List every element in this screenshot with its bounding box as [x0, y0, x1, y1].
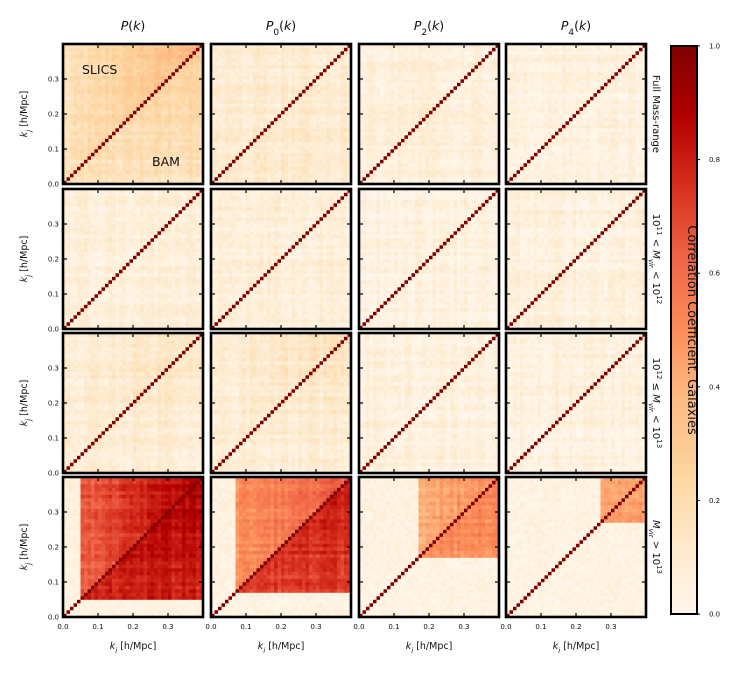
y-tick-label: 0.3: [48, 365, 59, 373]
heatmap-panel: 0.0 0.1 0.2 0.3 kj [h/Mpc]: [19, 331, 205, 478]
x-tick-label: 0.2: [275, 623, 286, 631]
y-axis-label: kj [h/Mpc]: [19, 380, 33, 427]
y-tick-label: 0.3: [48, 221, 59, 229]
row-label: 1012 ≤ Mvir < 1013: [647, 358, 663, 448]
x-tick-label: 0.2: [570, 623, 581, 631]
x-tick-label: 0.1: [535, 623, 546, 631]
x-tick-label: 0.1: [92, 623, 103, 631]
y-tick-label: 0.2: [48, 256, 59, 264]
y-tick-label: 0.0: [48, 470, 59, 478]
colorbar-tick-label: 0.8: [709, 156, 720, 164]
column-title: P(k): [121, 18, 146, 33]
colorbar-gradient: [670, 45, 698, 615]
column-title: P4(k): [561, 18, 591, 38]
heatmap-panel: 0.0 0.1 0.2 0.3 ki [h/Mpc]: [500, 475, 648, 655]
colorbar-tick-label: 0.0: [709, 611, 720, 619]
y-tick-label: 0.0: [48, 181, 59, 189]
heatmap-panel: 0.0 0.1 0.2 0.3 ki [h/Mpc]: [353, 475, 501, 655]
y-tick-label: 0.0: [48, 614, 59, 622]
colorbar-tick-label: 1.0: [709, 43, 720, 51]
heatmap-panel: 0.0 0.1 0.2 0.3 kj [h/Mpc] SLICS BAM: [19, 42, 205, 189]
heatmap-panel: 0.0 0.1 0.2 0.3 kj [h/Mpc]: [19, 187, 205, 334]
heatmap-panel: [357, 42, 501, 186]
y-tick-label: 0.3: [48, 509, 59, 517]
heatmap-panel: [504, 42, 648, 186]
x-tick-label: 0.0: [500, 623, 511, 631]
x-axis-label: ki [h/Mpc]: [258, 641, 305, 655]
x-tick-label: 0.1: [388, 623, 399, 631]
x-axis-label: ki [h/Mpc]: [110, 641, 157, 655]
colorbar-label: Correlation Coefficient. Galaxies: [684, 225, 699, 435]
row-label: Full Mass-range: [650, 75, 661, 153]
heatmap-panel: 0.00.0 0.1 0.1 0.2 0.2 0.3 0.3 ki [h/Mpc] kj [h/…: [19, 475, 205, 655]
row-label: 1011 < Mvir < 1012: [647, 214, 663, 304]
column-title: P2(k): [414, 18, 444, 38]
column-title: P0(k): [266, 18, 296, 38]
annotation-bam: BAM: [152, 154, 180, 169]
x-axis-label: ki [h/Mpc]: [553, 641, 600, 655]
heatmap-panel: [209, 331, 353, 475]
column-titles: P(k) P0(k) P2(k) P4(k): [121, 18, 591, 38]
x-tick-label: 0.3: [458, 623, 469, 631]
colorbar-tick-label: 0.2: [709, 497, 720, 505]
heatmap-panel: [504, 331, 648, 475]
y-tick-label: 0.0: [48, 326, 59, 334]
colorbar-tick-label: 0.4: [709, 383, 721, 391]
x-axis-label: ki [h/Mpc]: [406, 641, 453, 655]
heatmap-panel: [504, 187, 648, 331]
heatmap-panel: [357, 187, 501, 331]
annotation-slics: SLICS: [82, 62, 117, 77]
x-tick-label: 0.0: [353, 623, 364, 631]
colorbar-tick-label: 0.6: [709, 270, 721, 278]
y-tick-label: 0.1: [48, 291, 59, 299]
x-tick-label: 0.3: [605, 623, 616, 631]
y-tick-label: 0.2: [48, 111, 59, 119]
row-label: Mvir > 1013: [647, 520, 663, 574]
heatmap-panel: 0.0 0.1 0.2 0.3 ki [h/Mpc]: [205, 475, 353, 655]
colorbar: 0.0 0.2 0.4 0.6 0.8 1.0 Correlation Coefficien…: [670, 43, 721, 619]
x-tick-label: 0.3: [310, 623, 321, 631]
x-tick-label: 0.0: [205, 623, 216, 631]
heatmap-panel: [357, 331, 501, 475]
heatmap-panel: [209, 187, 353, 331]
y-tick-label: 0.2: [48, 400, 59, 408]
x-tick-label: 0.2: [423, 623, 434, 631]
x-tick-label: 0.2: [127, 623, 138, 631]
x-tick-label: 0.1: [240, 623, 251, 631]
panel-grid: 0.00.10.20.3kj [h/Mpc]SLICSBAM0.00.10.20…: [19, 42, 648, 655]
y-axis-label: kj [h/Mpc]: [19, 236, 33, 283]
y-axis-label: kj [h/Mpc]: [19, 91, 33, 138]
y-tick-label: 0.3: [48, 76, 59, 84]
x-tick-label: 0.3: [162, 623, 173, 631]
x-tick-label: 0.0: [57, 623, 68, 631]
y-tick-label: 0.1: [48, 435, 59, 443]
row-labels: Full Mass-range 1011 < Mvir < 1012 1012 ≤ …: [647, 75, 663, 574]
y-tick-label: 0.1: [48, 146, 59, 154]
y-tick-label: 0.2: [48, 544, 59, 552]
heatmap-panel: [209, 42, 353, 186]
y-tick-label: 0.1: [48, 579, 59, 587]
y-axis-label: kj [h/Mpc]: [19, 524, 33, 571]
